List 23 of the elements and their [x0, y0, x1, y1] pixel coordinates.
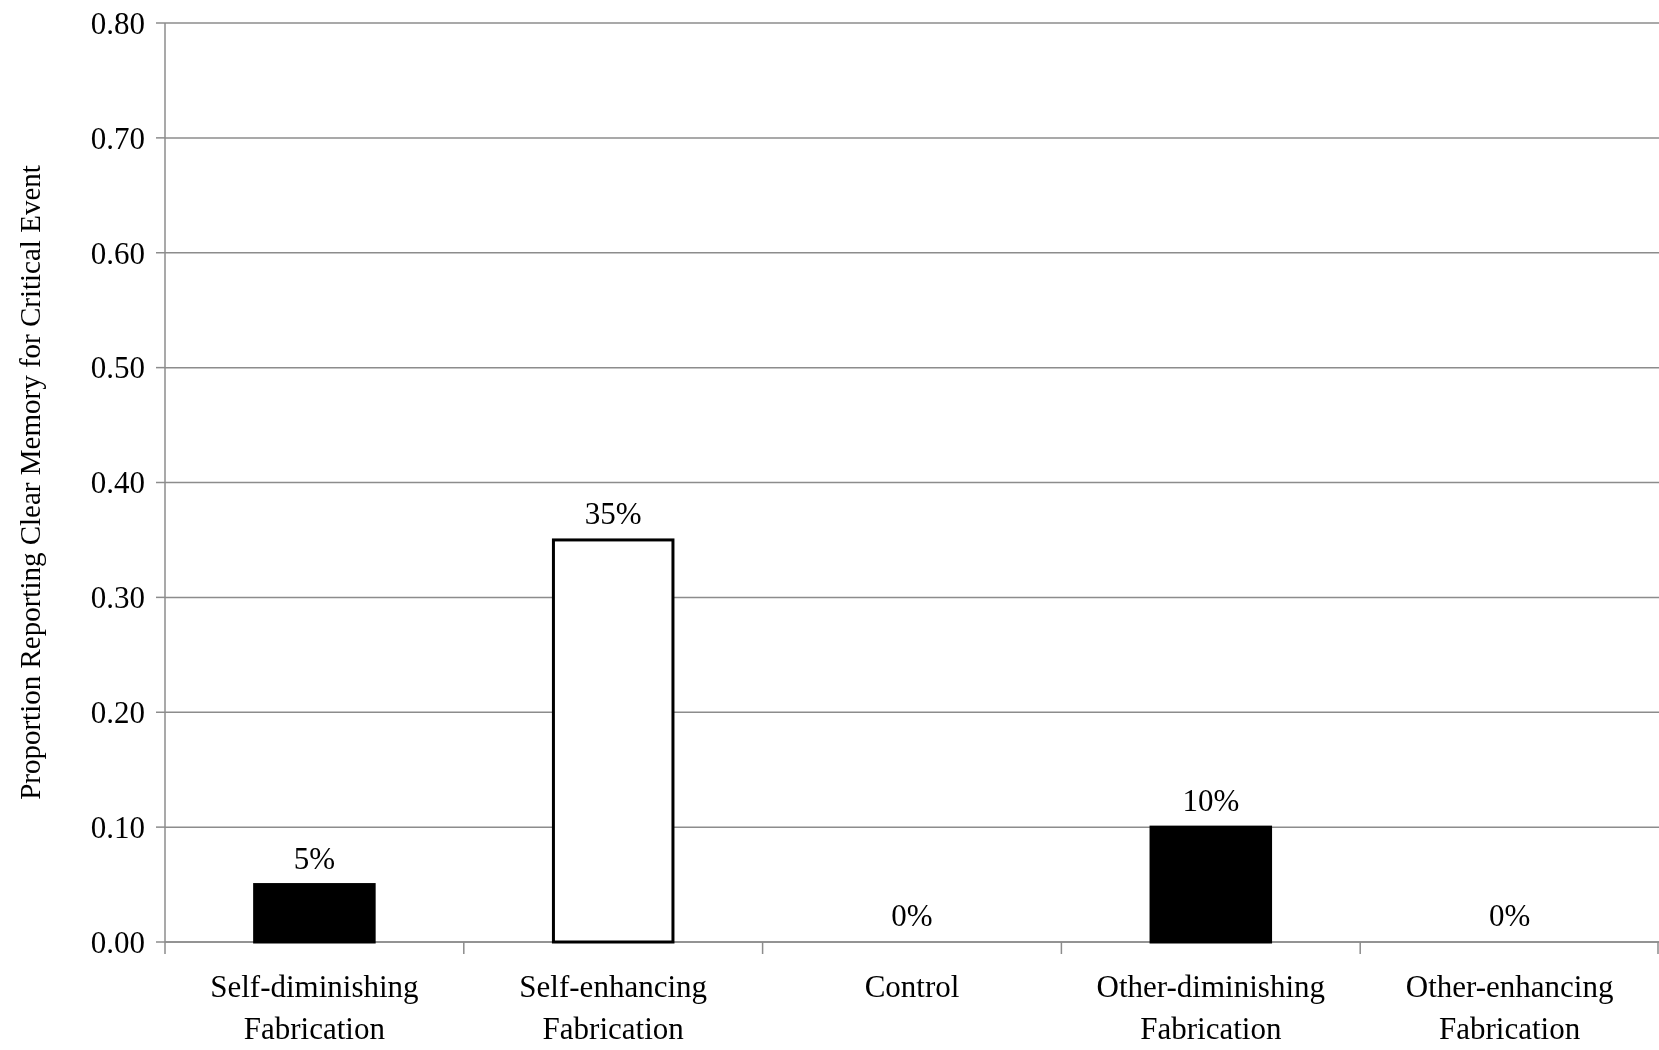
y-tick-label: 0.50: [90, 350, 145, 386]
x-tick-label: Other-enhancing Fabrication: [1405, 969, 1614, 1046]
x-tick-label: Self-enhancing Fabrication: [519, 969, 708, 1046]
y-tick-label: 0.10: [90, 809, 145, 845]
y-tick-label: 0.70: [90, 120, 145, 156]
y-tick-label: 0.40: [90, 465, 145, 501]
x-tick-label: Other-diminishing Fabrication: [1096, 969, 1326, 1046]
data-label: 0%: [891, 898, 933, 933]
data-label: 5%: [293, 840, 336, 876]
y-tick-label: 0.80: [90, 5, 145, 41]
data-label: 0%: [1488, 898, 1531, 933]
bar: [253, 883, 376, 944]
y-tick-label: 0.30: [90, 580, 145, 616]
y-tick-label: 0.00: [90, 924, 145, 960]
y-tick-label: 0.60: [90, 235, 145, 271]
bar: [551, 538, 675, 944]
x-tick-label: Control: [864, 969, 960, 1004]
y-tick-label: 0.20: [90, 695, 145, 731]
data-label: 35%: [584, 495, 642, 531]
y-axis-title: Proportion Reporting Clear Memory for Critical Event: [14, 165, 46, 800]
bar: [1149, 825, 1273, 944]
x-tick-label: Self-diminishing Fabrication: [210, 969, 419, 1046]
data-label: 10%: [1182, 783, 1240, 819]
